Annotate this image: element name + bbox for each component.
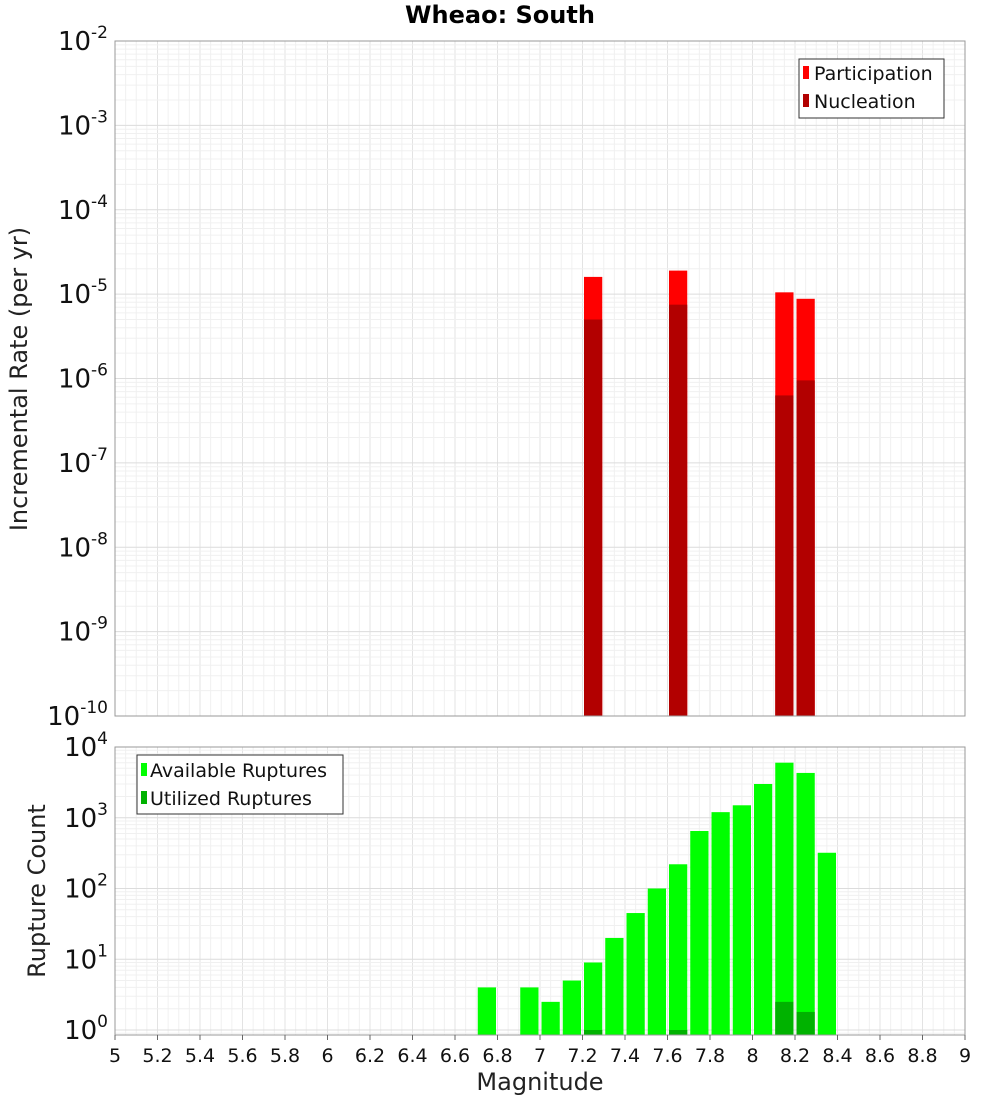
bar-available-ruptures xyxy=(796,772,815,1035)
bar-available-ruptures xyxy=(775,762,794,1035)
bottom-bars xyxy=(477,762,836,1035)
bar-available-ruptures xyxy=(562,980,581,1035)
chart-title: Wheao: South xyxy=(405,1,595,29)
y-tick-label: 104 xyxy=(64,729,108,763)
legend-label-utilized-ruptures: Utilized Ruptures xyxy=(150,788,312,810)
y-tick-label: 10-2 xyxy=(58,23,108,57)
y-tick-label: 10-6 xyxy=(58,361,108,395)
top-legend: Participation Nucleation xyxy=(798,58,945,119)
bar-nucleation xyxy=(796,380,815,716)
y-tick-label: 10-10 xyxy=(47,698,108,732)
bottom-y-axis-label: Rupture Count xyxy=(23,804,51,978)
y-tick-label: 10-4 xyxy=(58,192,108,226)
bottom-legend-box xyxy=(136,754,344,815)
bar-available-ruptures xyxy=(754,783,773,1035)
y-tick-label: 100 xyxy=(64,1012,108,1046)
x-tick-label: 7.4 xyxy=(610,1045,640,1067)
x-tick-label: 6 xyxy=(321,1045,333,1067)
top-panel: 10-10 10-9 10-8 10-7 10-6 10-5 10-4 10-3 10-2 In… xyxy=(5,23,966,732)
top-plot-frame xyxy=(114,40,966,717)
x-tick-label: 8.2 xyxy=(780,1045,810,1067)
x-tick-label: 5.8 xyxy=(270,1045,300,1067)
y-tick-label: 10-8 xyxy=(58,529,108,563)
x-tick-label: 6.4 xyxy=(397,1045,427,1067)
legend-swatch-participation xyxy=(803,66,809,79)
bar-available-ruptures xyxy=(520,987,539,1035)
y-tick-label: 101 xyxy=(64,941,108,975)
top-gridlines xyxy=(114,40,966,717)
top-legend-box xyxy=(798,58,945,119)
legend-swatch-utilized-ruptures xyxy=(141,791,147,804)
bar-utilized-ruptures xyxy=(775,1001,794,1035)
bar-nucleation xyxy=(669,304,688,716)
top-y-ticks: 10-10 10-9 10-8 10-7 10-6 10-5 10-4 10-3 10-2 xyxy=(47,23,108,732)
bar-utilized-ruptures xyxy=(669,1030,688,1035)
legend-swatch-nucleation xyxy=(803,94,809,107)
bottom-y-ticks: 100 101 102 103 104 xyxy=(64,729,108,1046)
bar-available-ruptures xyxy=(732,805,751,1035)
y-tick-label: 102 xyxy=(64,871,108,905)
x-tick-label: 7 xyxy=(534,1045,546,1067)
legend-label-available-ruptures: Available Ruptures xyxy=(150,760,327,782)
bottom-panel: 100 101 102 103 104 5 5.2 5.4 5.6 5.8 6 6.2 6.4 6.6 6… xyxy=(23,729,971,1096)
bar-available-ruptures xyxy=(711,812,730,1035)
x-tick-label: 6.6 xyxy=(440,1045,470,1067)
bar-available-ruptures xyxy=(669,864,688,1035)
top-y-axis-label: Incremental Rate (per yr) xyxy=(5,227,33,531)
bar-available-ruptures xyxy=(477,987,496,1035)
y-tick-label: 10-7 xyxy=(58,445,108,479)
bar-available-ruptures xyxy=(647,888,666,1035)
x-tick-label: 8.4 xyxy=(822,1045,852,1067)
x-tick-label: 6.8 xyxy=(482,1045,512,1067)
x-axis-label: Magnitude xyxy=(476,1068,603,1096)
legend-swatch-available-ruptures xyxy=(141,763,147,776)
x-tick-label: 8.6 xyxy=(865,1045,895,1067)
x-tick-label: 7.2 xyxy=(567,1045,597,1067)
x-tick-label: 6.2 xyxy=(355,1045,385,1067)
x-tick-label: 9 xyxy=(959,1045,971,1067)
x-tick-label: 5.2 xyxy=(142,1045,172,1067)
x-tick-label: 5.6 xyxy=(227,1045,257,1067)
y-tick-label: 10-5 xyxy=(58,276,108,310)
bar-nucleation xyxy=(584,319,603,716)
bar-available-ruptures xyxy=(605,937,624,1035)
x-tick-label: 8 xyxy=(746,1045,758,1067)
bar-nucleation xyxy=(775,395,794,716)
x-tick-label: 5 xyxy=(109,1045,121,1067)
top-bars xyxy=(584,270,815,716)
bar-utilized-ruptures xyxy=(584,1030,603,1035)
legend-label-nucleation: Nucleation xyxy=(814,91,916,113)
x-tick-label: 5.4 xyxy=(185,1045,215,1067)
bar-available-ruptures xyxy=(817,852,836,1035)
bar-available-ruptures xyxy=(690,830,709,1035)
y-tick-label: 10-9 xyxy=(58,614,108,648)
bar-available-ruptures xyxy=(626,913,645,1035)
x-tick-label: 8.8 xyxy=(907,1045,937,1067)
bar-available-ruptures xyxy=(584,962,603,1035)
legend-label-participation: Participation xyxy=(814,63,933,85)
bar-utilized-ruptures xyxy=(796,1011,815,1035)
x-tick-label: 7.8 xyxy=(695,1045,725,1067)
y-tick-label: 103 xyxy=(64,800,108,834)
x-tick-label: 7.6 xyxy=(652,1045,682,1067)
y-tick-label: 10-3 xyxy=(58,107,108,141)
bottom-legend: Available Ruptures Utilized Ruptures xyxy=(136,754,344,815)
x-ticks: 5 5.2 5.4 5.6 5.8 6 6.2 6.4 6.6 6.8 7 7.2 7.4 7.6 7.8 8… xyxy=(109,1035,971,1067)
bar-available-ruptures xyxy=(541,1001,560,1035)
